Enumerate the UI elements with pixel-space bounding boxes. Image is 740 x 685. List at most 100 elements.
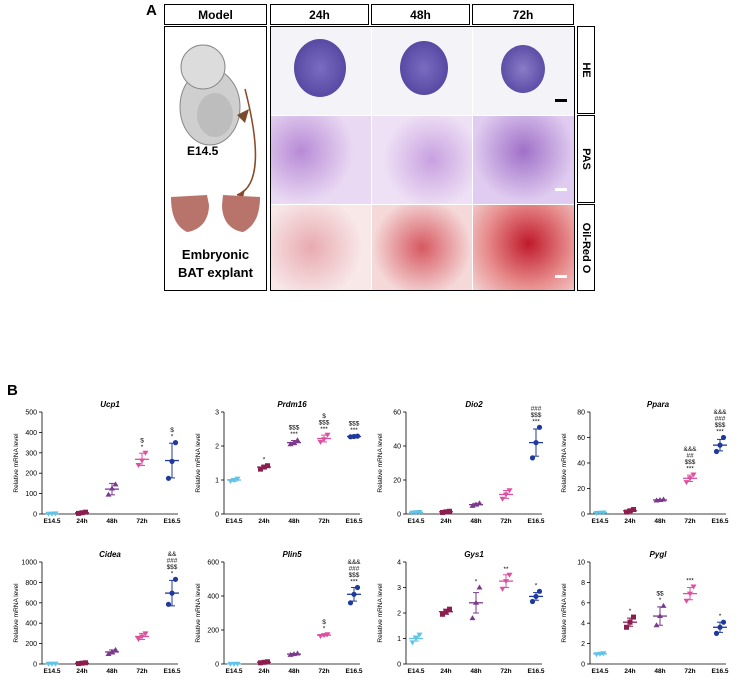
- data-point: [443, 609, 449, 615]
- data-point: [503, 579, 509, 585]
- data-point: [536, 424, 543, 430]
- data-point: [533, 440, 539, 446]
- data-point: [600, 510, 607, 516]
- significance-mark: ***: [350, 427, 358, 434]
- y-axis-label: Relative mRNA level: [13, 583, 20, 643]
- x-tick-label: 24h: [440, 518, 451, 525]
- data-point: [265, 463, 270, 469]
- data-point: [52, 511, 59, 517]
- y-tick-label: 600: [207, 560, 219, 567]
- he-72h-image: [473, 27, 574, 115]
- data-point: [624, 509, 629, 515]
- x-tick-label: E14.5: [44, 668, 61, 675]
- significance-mark: $$$: [531, 412, 542, 419]
- stain-label-oilred: Oil-Red O: [577, 204, 595, 291]
- significance-mark: $: [170, 427, 174, 434]
- significance-mark: ###: [167, 557, 178, 564]
- y-tick-label: 0: [397, 662, 401, 669]
- data-point: [593, 652, 600, 658]
- x-tick-label: E14.5: [592, 668, 609, 675]
- data-point: [52, 661, 59, 667]
- data-point: [653, 622, 660, 628]
- x-tick-label: 24h: [76, 518, 87, 525]
- data-point: [287, 441, 294, 447]
- model-caption-2: BAT explant: [178, 265, 253, 280]
- data-point: [600, 651, 607, 657]
- y-tick-label: 6: [581, 600, 585, 607]
- x-tick-label: 24h: [76, 668, 87, 675]
- data-point: [529, 598, 536, 605]
- significance-mark: $: [322, 413, 326, 420]
- chart-prdm16: Prdm16 0 1 2 3 Relative mRNA level E14.5 24h * 48…: [195, 400, 363, 525]
- data-point: [631, 614, 636, 620]
- x-tick-label: E14.5: [408, 518, 425, 525]
- data-point: [139, 634, 145, 640]
- data-point: [413, 636, 419, 642]
- data-point: [351, 591, 357, 597]
- significance-mark: $$$: [289, 425, 300, 432]
- x-tick-label: E16.5: [528, 518, 545, 525]
- data-point: [536, 588, 543, 594]
- y-tick-label: 0: [397, 512, 401, 519]
- chart-title: Pygl: [650, 550, 668, 559]
- micrograph-grid: [270, 26, 575, 291]
- y-tick-label: 200: [207, 628, 219, 635]
- data-point: [713, 630, 720, 636]
- data-point: [317, 439, 324, 445]
- data-point: [227, 479, 234, 485]
- data-point: [79, 510, 85, 516]
- significance-mark: $$$: [685, 459, 696, 466]
- significance-mark: $$$: [167, 564, 178, 571]
- data-point: [717, 624, 723, 630]
- model-stage-label: E14.5: [187, 144, 219, 158]
- data-point: [506, 572, 513, 578]
- y-tick-label: 10: [577, 560, 585, 567]
- chart-title: Plin5: [282, 550, 302, 559]
- data-point: [717, 442, 723, 448]
- y-tick-label: 0: [581, 662, 585, 669]
- data-point: [533, 593, 539, 600]
- data-point: [627, 508, 633, 514]
- significance-mark: ***: [686, 577, 694, 584]
- y-tick-label: 2: [397, 611, 401, 618]
- data-point: [720, 434, 727, 441]
- pas-72h-image: [473, 116, 574, 204]
- y-axis-label: Relative mRNA level: [195, 583, 202, 643]
- data-point: [258, 660, 263, 666]
- data-point: [660, 602, 667, 608]
- data-point: [499, 496, 506, 502]
- data-point: [690, 472, 697, 478]
- chart-title: Prdm16: [277, 400, 307, 409]
- data-point: [687, 476, 693, 482]
- header-24h: 24h: [270, 4, 369, 25]
- significance-mark: *: [171, 434, 174, 441]
- significance-mark: ***: [686, 465, 694, 472]
- oilred-72h-image: [473, 205, 574, 290]
- data-point: [713, 448, 720, 455]
- x-tick-label: 48h: [470, 668, 481, 675]
- data-point: [683, 480, 690, 486]
- y-tick-label: 800: [25, 580, 37, 587]
- significance-mark: ***: [290, 431, 298, 438]
- y-tick-label: 2: [581, 641, 585, 648]
- header-model: Model: [164, 4, 267, 25]
- significance-mark: ***: [320, 426, 328, 433]
- data-point: [317, 633, 324, 639]
- chart-gys1: Gys1 0 1 2 3 4 Relative mRNA level E14.5 24h 48h *…: [377, 550, 545, 675]
- y-tick-label: 600: [25, 600, 37, 607]
- data-point: [261, 464, 267, 470]
- chart-title: Ppara: [647, 400, 670, 409]
- data-point: [354, 584, 361, 591]
- data-point: [324, 432, 331, 438]
- x-tick-label: E16.5: [346, 668, 363, 675]
- x-tick-label: 72h: [500, 518, 511, 525]
- data-point: [627, 619, 633, 625]
- oilred-48h-image: [372, 205, 472, 290]
- data-point: [440, 509, 445, 515]
- pas-48h-image: [372, 116, 472, 204]
- chart-title: Dio2: [465, 400, 483, 409]
- chart-pygl: Pygl 0 2 4 6 8 10 Relative mRNA level E14.5 24h * 4…: [561, 550, 729, 675]
- data-point: [409, 640, 416, 646]
- y-axis-label: Relative mRNA level: [561, 583, 568, 643]
- data-point: [172, 440, 179, 446]
